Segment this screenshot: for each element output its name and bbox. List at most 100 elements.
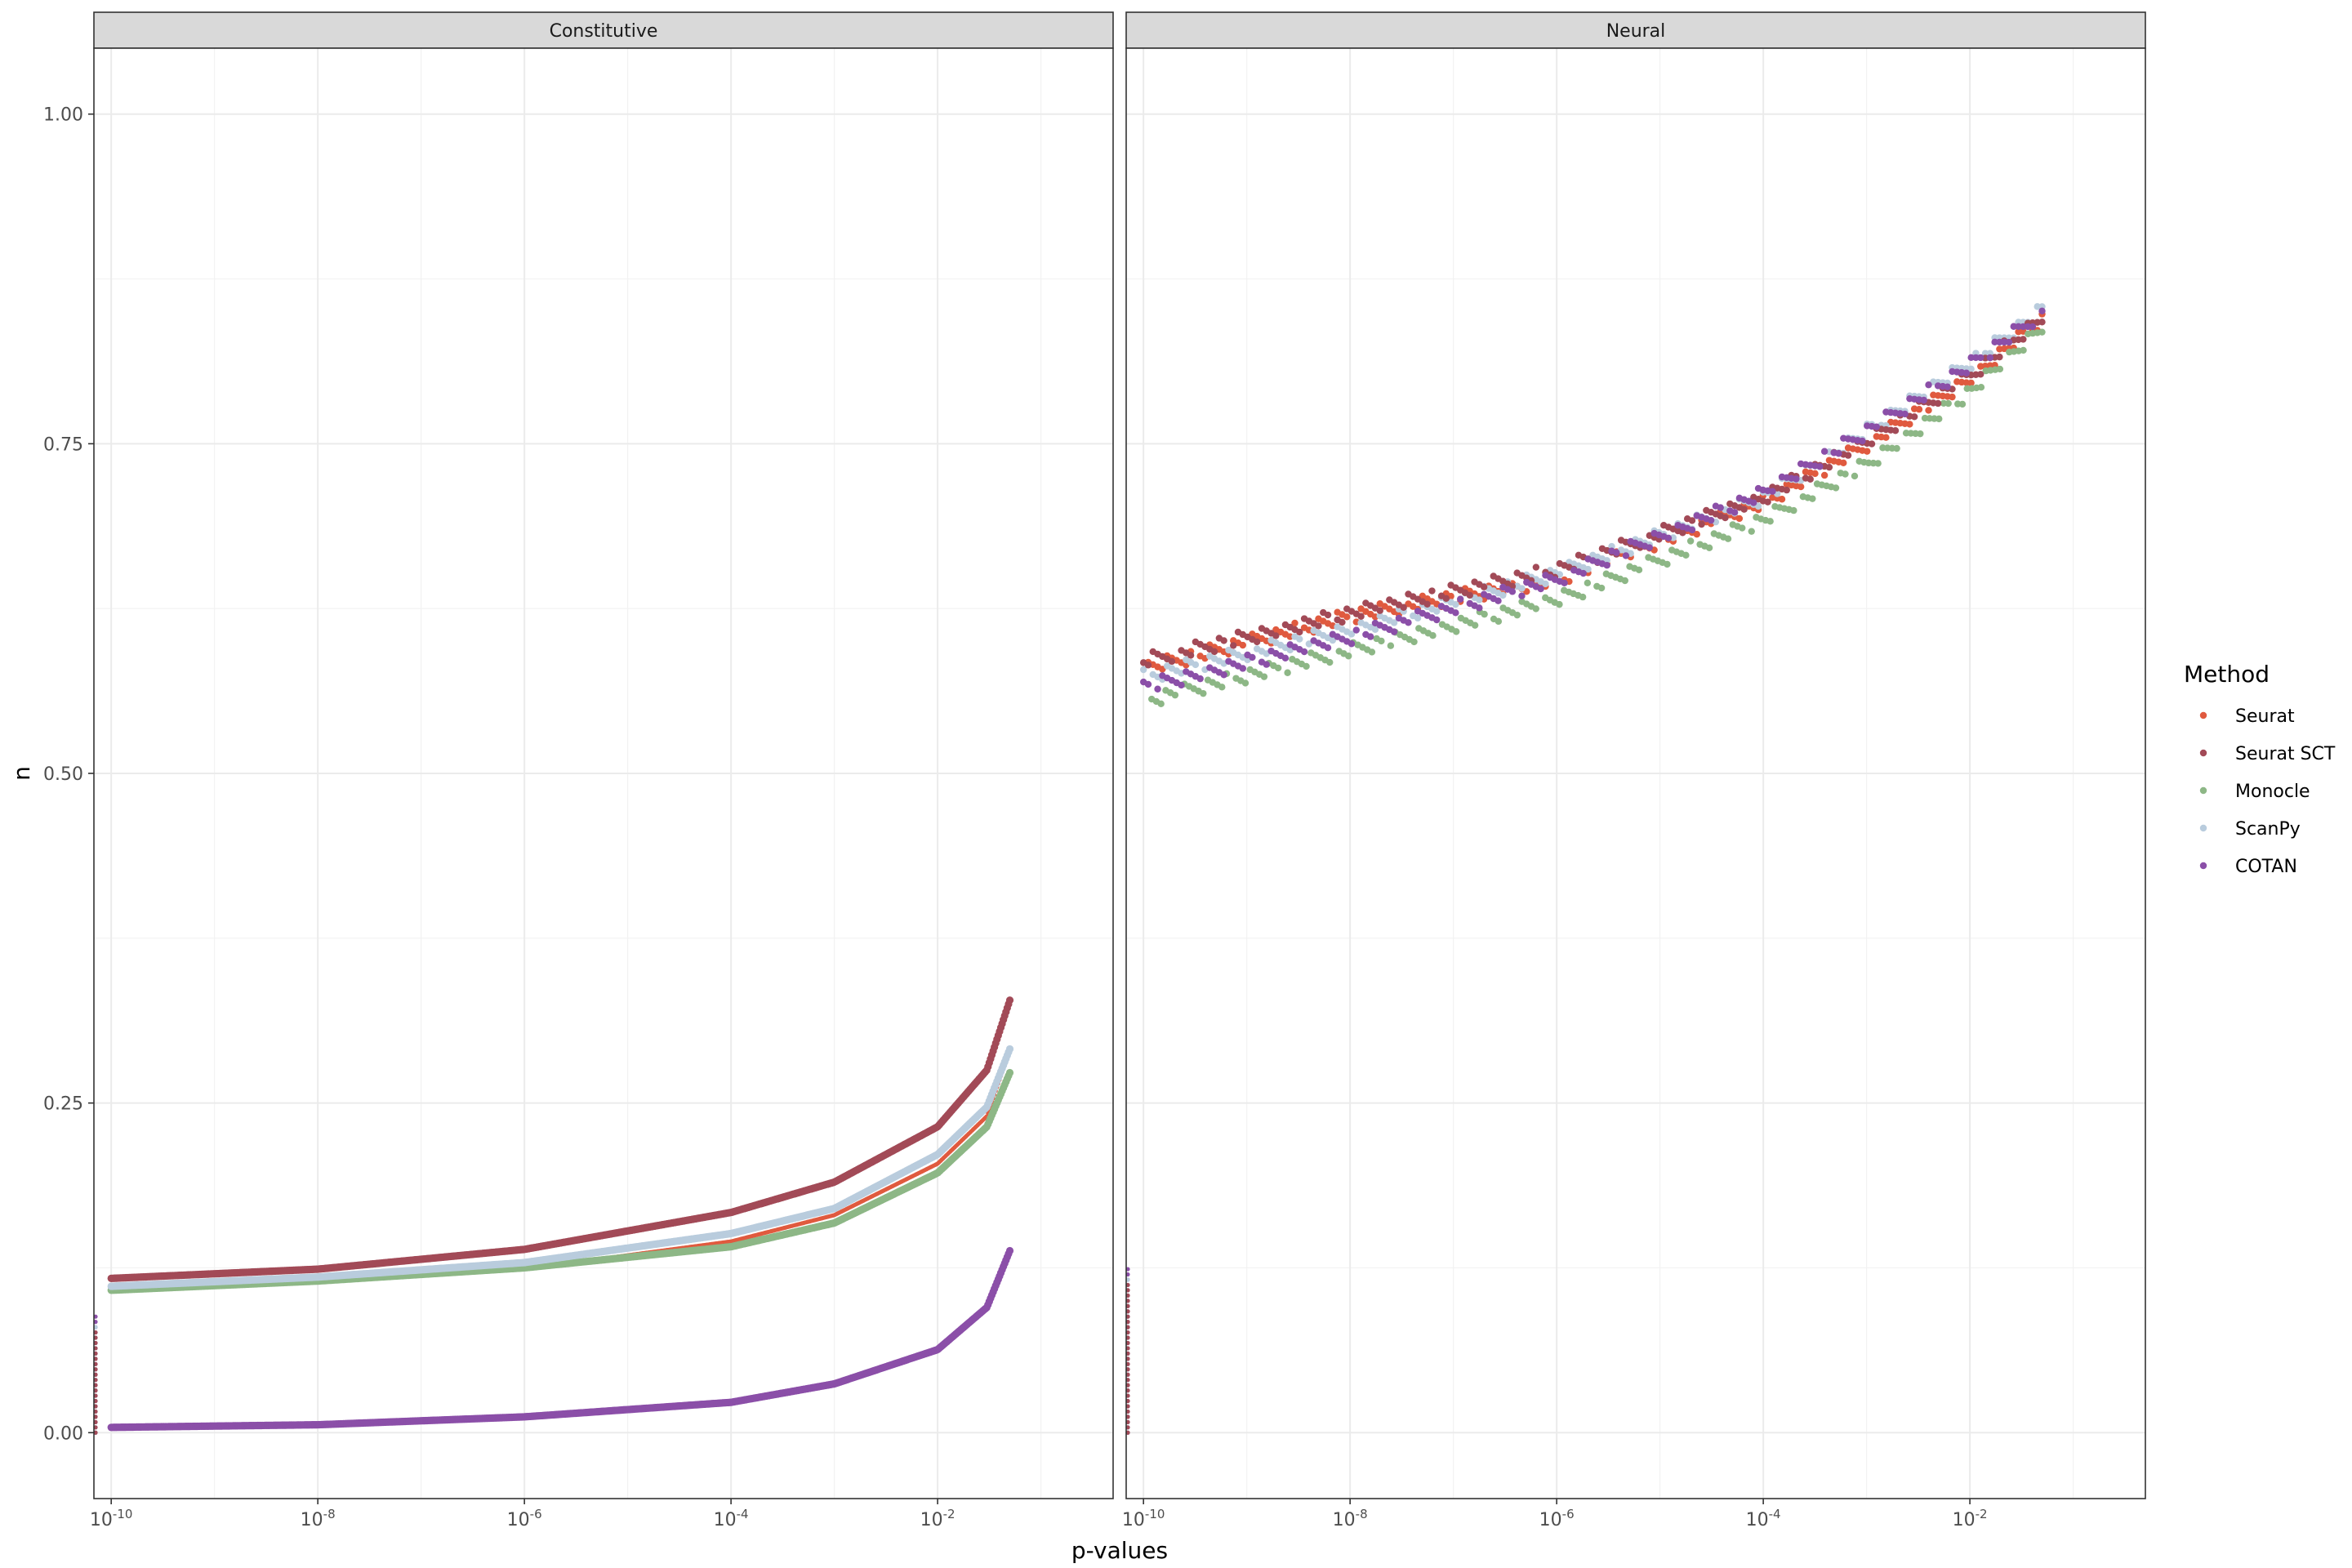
data-point — [1272, 632, 1280, 639]
data-point — [1513, 611, 1521, 619]
data-point — [1220, 671, 1227, 679]
data-point — [1750, 499, 1757, 506]
data-point — [2038, 318, 2046, 326]
data-point — [1453, 628, 1460, 635]
data-point — [1253, 638, 1261, 646]
data-point — [1873, 423, 1881, 430]
data-point — [1357, 612, 1365, 620]
legend-key — [2199, 749, 2207, 757]
data-point — [1196, 675, 1204, 683]
legend-key — [2199, 824, 2207, 832]
data-point — [1368, 648, 1376, 656]
data-point — [1996, 365, 2004, 373]
data-point — [1664, 560, 1671, 568]
data-point — [1806, 475, 1814, 483]
data-point — [1967, 365, 1975, 373]
data-point — [1410, 638, 1418, 646]
panel-border — [1125, 47, 2146, 1499]
series-cotan — [107, 1246, 1014, 1432]
series-layer — [1125, 303, 2046, 1435]
data-point — [1433, 608, 1441, 615]
data-point — [1241, 679, 1250, 687]
legend-key — [2199, 711, 2207, 719]
data-point — [1646, 544, 1654, 551]
legend-entry: COTAN — [2199, 857, 2297, 877]
data-point — [1508, 588, 1517, 595]
data-point — [1518, 585, 1526, 592]
x-tick-label: 10-8 — [301, 1507, 336, 1530]
data-point — [1764, 498, 1771, 506]
data-point — [1840, 459, 1847, 467]
data-point — [1429, 631, 1437, 639]
data-point — [1915, 406, 1923, 413]
data-point — [1291, 619, 1298, 627]
legend-title: Method — [2184, 661, 2270, 688]
data-point — [1868, 440, 1876, 448]
data-point — [1977, 384, 1985, 391]
data-point — [1934, 399, 1942, 408]
data-point — [2015, 323, 2022, 331]
y-axis-title: n — [8, 766, 35, 781]
data-point — [1300, 648, 1308, 656]
panel-neural: Neural 10-10 10-8 10-6 10-4 10-2 — [1122, 11, 2146, 1530]
data-point — [1532, 605, 1539, 612]
data-point — [1754, 502, 1762, 510]
data-point — [1315, 622, 1322, 630]
y-tick-label: 1.00 — [43, 105, 83, 126]
legend-entry: Monocle — [2199, 782, 2310, 802]
data-point — [1579, 569, 1587, 577]
data-point — [1842, 470, 1849, 478]
data-point — [1925, 381, 1932, 389]
data-point — [1230, 642, 1237, 649]
data-point — [1835, 450, 1842, 457]
data-point — [1705, 544, 1713, 551]
data-point — [1390, 619, 1398, 626]
data-point — [1556, 600, 1563, 608]
data-point — [1688, 517, 1696, 524]
data-point — [2038, 328, 2046, 336]
x-tick-label: 10-10 — [1122, 1507, 1165, 1530]
legend-label: ScanPy — [2235, 819, 2301, 840]
data-point — [1433, 616, 1441, 624]
data-point — [1220, 637, 1227, 644]
data-point — [1949, 393, 1956, 401]
data-point — [1532, 564, 1540, 571]
data-point — [1748, 528, 1755, 535]
legend-entry: Seurat SCT — [2199, 744, 2336, 764]
data-point — [1414, 614, 1422, 622]
data-point — [1874, 460, 1882, 467]
data-point — [1296, 635, 1303, 643]
data-point — [1766, 518, 1774, 525]
data-point — [1584, 565, 1592, 573]
data-point — [1958, 400, 1967, 408]
data-point — [1584, 579, 1592, 587]
y-tick-label: 0.25 — [43, 1094, 83, 1115]
data-point — [1005, 996, 1014, 1004]
panel-constitutive: Constitutive 10-10 10-8 10-6 10-4 10-2 — [90, 11, 1114, 1530]
data-point — [1171, 691, 1179, 699]
x-tick-label: 10-10 — [90, 1507, 133, 1530]
data-point — [1996, 338, 2003, 346]
data-point — [1707, 516, 1715, 524]
data-point — [1635, 566, 1643, 574]
data-point — [1717, 504, 1724, 511]
data-point — [1339, 618, 1346, 626]
data-point — [1139, 666, 1147, 674]
data-point — [2020, 323, 2027, 331]
data-point — [1579, 593, 1587, 601]
data-point — [1664, 534, 1673, 541]
data-point — [2000, 338, 2008, 346]
data-point — [1005, 1246, 1014, 1255]
data-point — [1348, 630, 1356, 638]
x-tick-label: 10-2 — [920, 1507, 956, 1530]
data-point — [1686, 537, 1695, 545]
data-point — [1537, 585, 1544, 593]
data-point — [1825, 463, 1833, 471]
data-point — [1542, 580, 1549, 588]
data-point — [1597, 584, 1606, 592]
data-point — [1366, 633, 1374, 640]
data-point — [1400, 604, 1407, 611]
data-point — [1925, 407, 1932, 414]
data-point — [1851, 472, 1859, 480]
